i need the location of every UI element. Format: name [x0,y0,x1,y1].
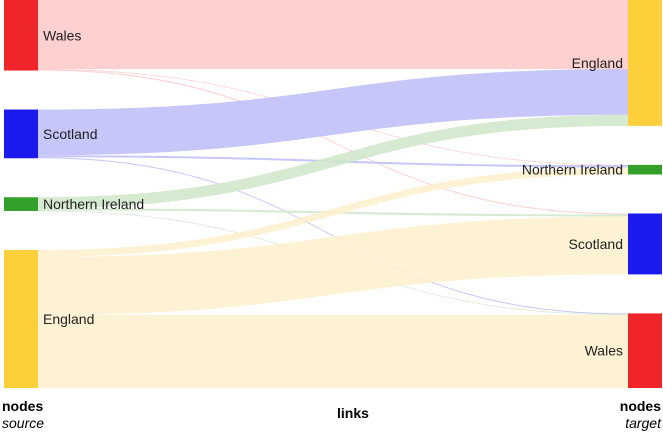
link-england-to-wales [38,314,628,388]
labels-layer: Wales Scotland Northern Ireland England Engl… [43,27,623,358]
target-node-label-scotland: Scotland [569,236,623,252]
source-node-label-england: England [43,311,94,327]
footer-left-subtitle: source [2,415,45,431]
footer-target-caption: nodes target [620,398,661,432]
link-wales-to-england [38,0,628,70]
source-node-scotland [4,109,38,159]
target-node-label-england: England [572,55,623,71]
footer-right-subtitle: target [625,415,661,431]
links-layer [38,0,628,388]
source-node-england [4,249,38,388]
target-node-label-northern-ireland: Northern Ireland [522,162,623,178]
nodes-layer [4,0,662,388]
link-scotland-to-wales [38,157,628,315]
target-node-label-wales: Wales [585,343,623,359]
source-node-label-scotland: Scotland [43,126,97,142]
source-node-northern-ireland [4,197,38,211]
footer-left-title: nodes [2,398,44,414]
link-england-to-scotland [38,216,628,315]
link-england-to-northern-ireland [38,167,628,258]
footer-links-caption: links [337,405,369,421]
footer-right-title: nodes [619,398,661,414]
target-node-wales [628,313,662,388]
source-node-label-wales: Wales [43,27,81,43]
link-wales-to-scotland [38,69,628,215]
link-scotland-to-england [38,69,628,156]
target-node-northern-ireland [628,164,662,175]
source-node-wales [4,0,38,71]
sankey-diagram: Wales Scotland Northern Ireland England Engl… [4,0,662,388]
footer-source-caption: nodes source [2,398,44,432]
link-northern-ireland-to-england [38,114,628,209]
target-node-scotland [628,213,662,275]
source-node-label-northern-ireland: Northern Ireland [43,196,144,212]
target-node-england [628,0,662,126]
